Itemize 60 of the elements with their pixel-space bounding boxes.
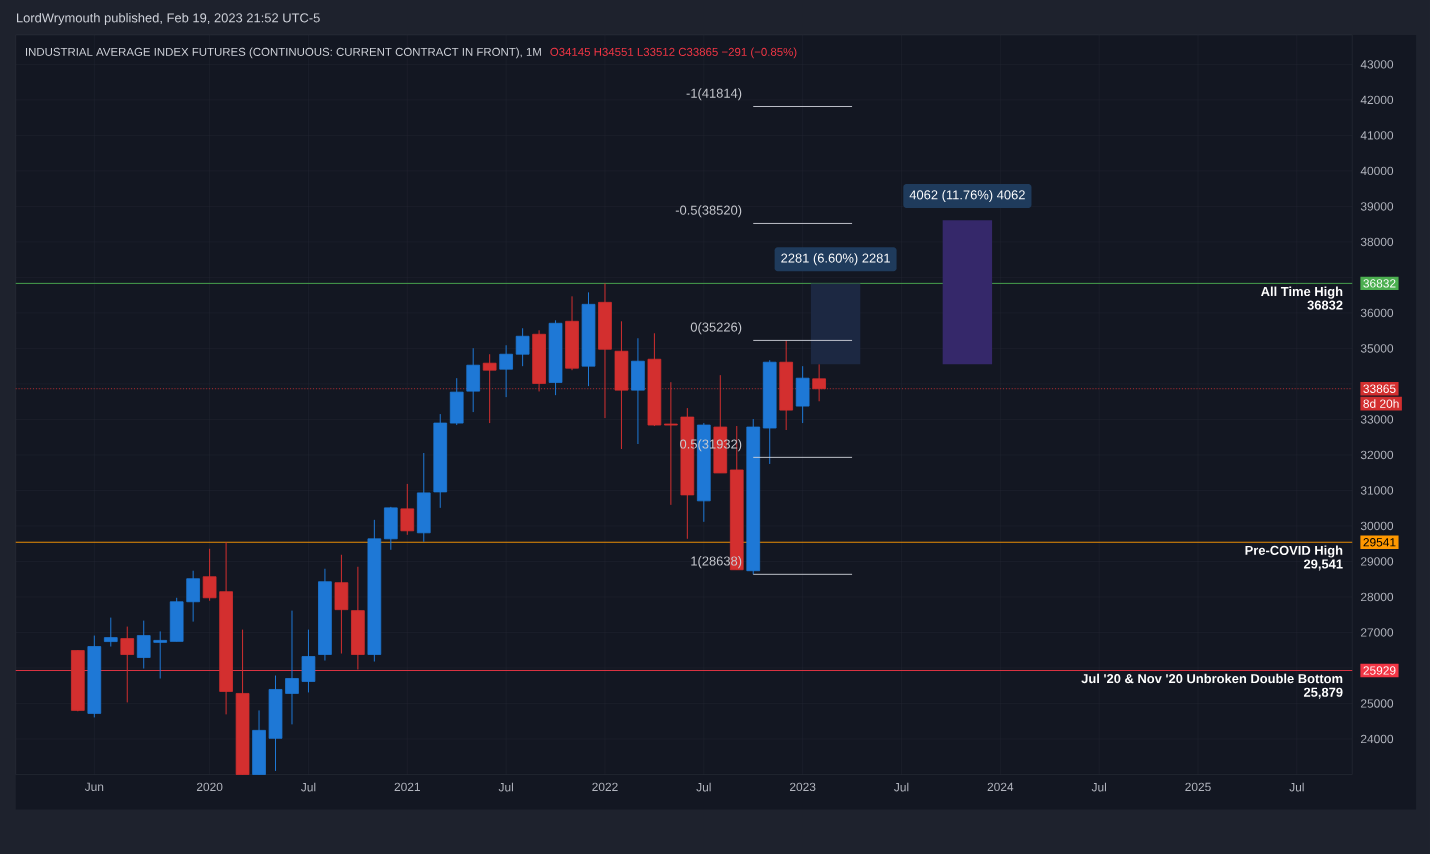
candlestick	[499, 344, 513, 398]
candlestick	[515, 327, 530, 367]
y-tick-label: 39000	[1360, 202, 1394, 211]
candlestick	[186, 570, 200, 622]
x-tick-label: Jul	[301, 782, 316, 792]
annotation: 29,541	[1303, 559, 1343, 571]
candlestick	[136, 619, 151, 669]
ref-line-label: Pre-COVID High	[1245, 545, 1343, 558]
y-tick-label: 25929	[1363, 666, 1396, 675]
y-tick-label: 42000	[1360, 95, 1394, 104]
data-label: 2281 (6.60%) 2281	[781, 253, 890, 266]
x-tick-label: 2020	[196, 782, 223, 791]
y-tick-label: 35000	[1360, 344, 1394, 353]
y-tick-label: 38000	[1360, 237, 1394, 246]
x-tick-label: 2025	[1185, 782, 1211, 791]
x-tick-label: Jul	[894, 782, 909, 792]
y-tick-label: 33865	[1363, 384, 1396, 393]
y-tick-label: 41000	[1360, 131, 1394, 140]
candlestick	[103, 616, 118, 647]
series-label: 0(35226)	[690, 322, 742, 335]
series-label: -1(41814)	[686, 88, 742, 101]
x-tick-label: Jul	[1091, 782, 1106, 792]
x-tick-label: 2023	[789, 782, 816, 791]
text: LordWrymouth published, Feb 19, 2023 21:52 UTC-5	[17, 12, 320, 25]
candlestick	[285, 609, 299, 725]
x-tick-label: 2021	[394, 782, 420, 791]
x-tick-label: Jul	[1289, 782, 1304, 792]
series-label: 0.5(31932)	[680, 438, 742, 452]
y-tick-label: 36000	[1360, 308, 1394, 317]
y-tick-label: 43000	[1360, 60, 1394, 69]
x-tick-label: Jun	[84, 782, 104, 791]
series-label: -0.5(38520)	[675, 205, 742, 218]
text: 8d 20h	[1363, 399, 1399, 408]
y-tick-label: 29541	[1363, 537, 1396, 547]
ref-line-label: All Time High	[1261, 286, 1343, 299]
candlestick	[153, 630, 168, 679]
y-tick-label: 29000	[1360, 557, 1394, 566]
candlestick	[120, 625, 135, 703]
y-tick-label: 31000	[1360, 486, 1394, 495]
x-tick-label: 2024	[987, 782, 1014, 791]
annotation: 36832	[1307, 300, 1343, 310]
candlestick	[400, 483, 415, 536]
x-tick-label: Jul	[498, 782, 513, 792]
y-tick-label: 25000	[1360, 699, 1394, 708]
y-tick-label: 27000	[1360, 628, 1394, 637]
x-tick-label: Jul	[696, 782, 711, 792]
text: INDUSTRIAL AVERAGE INDEX FUTURES (CONTINUOUS: CURRENT CONTRACT IN FRONT), 1M	[25, 47, 541, 59]
data-label: 4062 (11.76%) 4062	[909, 189, 1025, 202]
y-tick-label: 33000	[1360, 415, 1394, 424]
ref-line-label: Jul '20 & Nov '20 Unbroken Double Bottom	[1081, 673, 1343, 684]
x-tick-label: 2022	[592, 782, 618, 791]
annotation: 25,879	[1303, 687, 1343, 699]
candlestick	[202, 548, 217, 602]
y-tick-label: 40000	[1360, 166, 1394, 175]
y-tick-label: 32000	[1360, 450, 1394, 459]
y-tick-label: 28000	[1360, 592, 1394, 602]
y-tick-label: 30000	[1360, 521, 1394, 530]
y-tick-label: 36832	[1363, 278, 1396, 288]
y-tick-label: 24000	[1360, 734, 1394, 744]
text: O34145 H34551 L33512 C33865 −291 (−0.85%)	[550, 47, 797, 59]
